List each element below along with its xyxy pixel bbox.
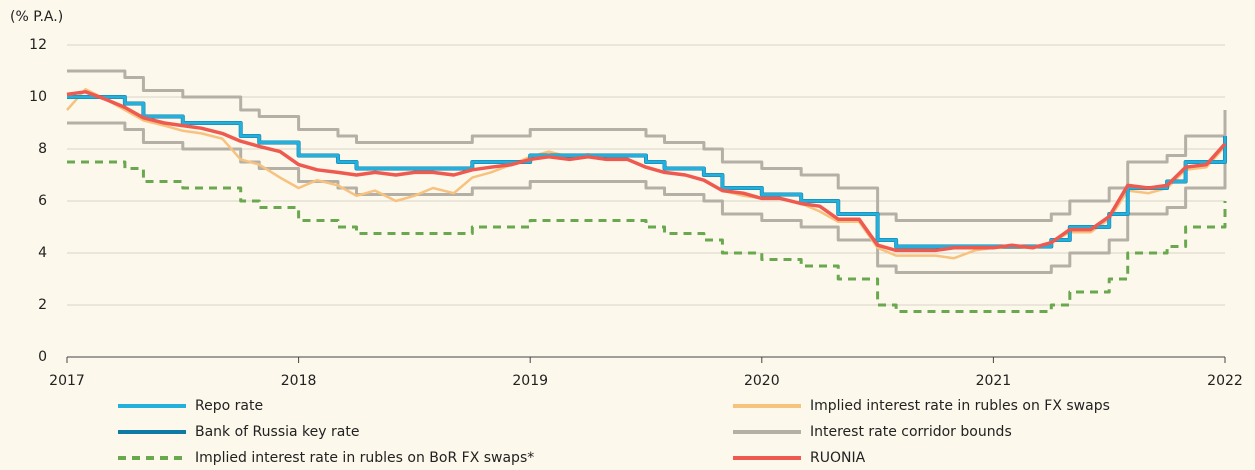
- series-line: [67, 160, 1227, 313]
- x-tick-label: 2020: [744, 373, 780, 389]
- series-line: [66, 87, 1226, 260]
- legend-label: Bank of Russia key rate: [195, 424, 359, 440]
- y-tick-label: 10: [29, 89, 47, 105]
- x-tick-label: 2018: [281, 373, 317, 389]
- y-tick-label: 8: [38, 141, 47, 157]
- y-tick-label: 0: [38, 349, 47, 365]
- x-tick-label: 2022: [1207, 373, 1243, 389]
- series-line-lower: [67, 121, 1227, 274]
- x-tick-label: 2021: [976, 373, 1012, 389]
- y-axis-label: (% P.A.): [10, 9, 63, 25]
- y-tick-label: 2: [38, 297, 47, 313]
- y-tick-label: 4: [38, 245, 47, 261]
- series-line: [67, 69, 1227, 222]
- x-tick-label: 2019: [512, 373, 548, 389]
- legend-label: RUONIA: [810, 450, 866, 466]
- legend-label: Repo rate: [195, 398, 263, 414]
- y-tick-label: 6: [38, 193, 47, 209]
- series-line: [66, 90, 1227, 253]
- y-tick-label: 12: [29, 37, 47, 53]
- legend-label: Implied interest rate in rubles on BoR F…: [195, 450, 534, 466]
- series-line: [67, 95, 1227, 249]
- legend-label: Implied interest rate in rubles on FX sw…: [810, 398, 1110, 414]
- legend-label: Interest rate corridor bounds: [810, 424, 1012, 440]
- series-line: [67, 95, 1227, 248]
- x-tick-label: 2017: [49, 373, 85, 389]
